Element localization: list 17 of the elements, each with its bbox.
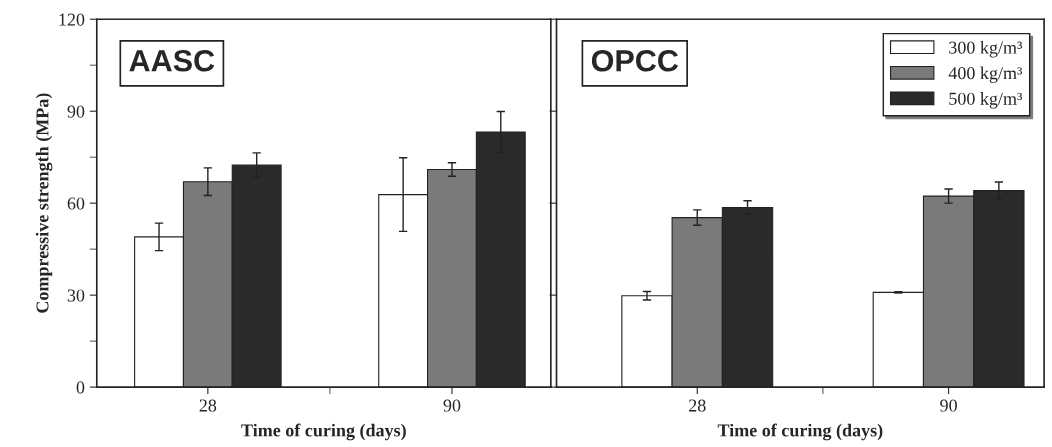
y-tick-label: 120 bbox=[59, 13, 85, 26]
legend-label: 400 kg/m³ bbox=[948, 66, 1023, 83]
x-tick-label: 28 bbox=[689, 399, 706, 412]
x-axis-title: Time of curing (days) bbox=[717, 423, 883, 441]
legend-label: 300 kg/m³ bbox=[949, 41, 1023, 58]
legend-label: 500 kg/m³ bbox=[949, 92, 1023, 109]
x-tick-label: 28 bbox=[199, 399, 217, 412]
y-tick-label: 60 bbox=[67, 197, 85, 210]
annotation: AASC bbox=[129, 49, 215, 72]
annotation: OPCC bbox=[591, 49, 679, 72]
y-axis-title: Compressive strength (MPa) bbox=[35, 93, 53, 313]
y-tick-label: 90 bbox=[67, 105, 85, 118]
x-tick-label: 90 bbox=[940, 399, 957, 412]
y-tick-label: 0 bbox=[76, 381, 85, 394]
x-tick-label: 90 bbox=[443, 399, 461, 412]
y-tick-label: 30 bbox=[67, 289, 85, 302]
x-axis-title: Time of curing (days) bbox=[241, 423, 406, 441]
